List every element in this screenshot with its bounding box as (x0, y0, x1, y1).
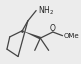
Polygon shape (22, 31, 41, 39)
Text: OMe: OMe (63, 33, 79, 39)
Text: O: O (49, 24, 55, 33)
Text: NH$_2$: NH$_2$ (38, 4, 54, 17)
